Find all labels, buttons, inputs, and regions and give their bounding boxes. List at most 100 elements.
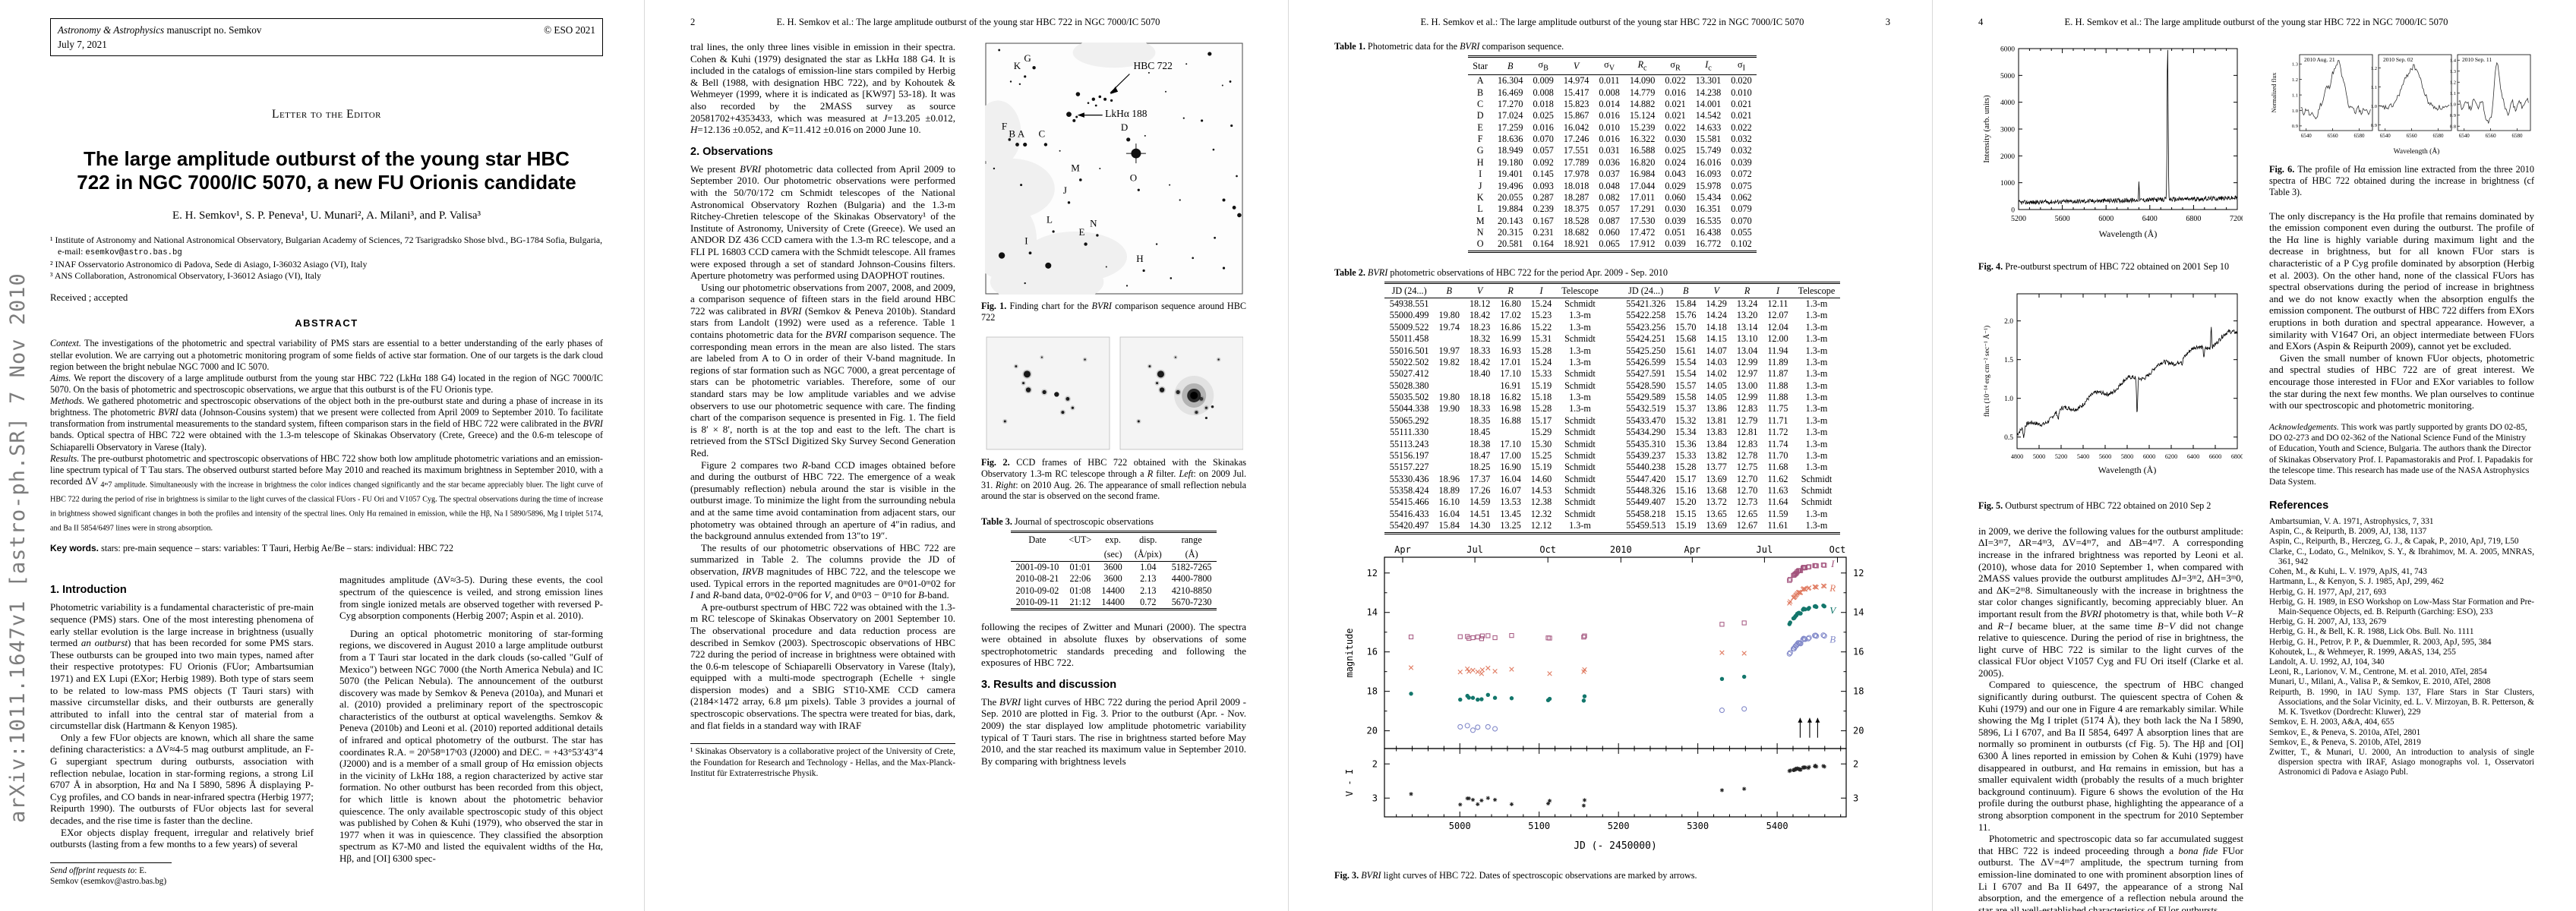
table-cell: 0.082 bbox=[1599, 191, 1620, 203]
table-cell: 16.351 bbox=[1695, 203, 1722, 215]
data-table-table2: JD (24...) B V R I Telescope JD (24...) B V R I Tel… bbox=[1384, 281, 1840, 534]
table-row: O 20.581 0.164 18.921 0.065 17.912 0.039 16.772… bbox=[1468, 238, 1757, 251]
table-cell: 55432.519 bbox=[1626, 403, 1666, 415]
table-cell: 0.018 bbox=[1533, 98, 1554, 109]
table-cell: 0.032 bbox=[1731, 145, 1752, 156]
axis-label: 6540 bbox=[2459, 133, 2470, 139]
table-cell: 0.021 bbox=[1731, 110, 1752, 121]
journal-line: Astronomy & Astrophysics manuscript no. … bbox=[58, 23, 261, 37]
column-header: (sec) bbox=[1103, 548, 1122, 560]
table-cell bbox=[1434, 333, 1464, 345]
table-cell: 15.84 bbox=[1675, 298, 1697, 309]
column-header: Date bbox=[1028, 534, 1046, 546]
table-row: 54938.551 18.12 16.80 15.24 Schmidt 55421.326… bbox=[1384, 298, 1840, 310]
axis-label: 18 bbox=[1367, 686, 1378, 696]
table-cell: 0.020 bbox=[1731, 75, 1752, 87]
table-cell: 55113.243 bbox=[1389, 438, 1429, 449]
table-cell: 1.3-m bbox=[1805, 345, 1828, 356]
table-cell: 0.030 bbox=[1665, 134, 1686, 144]
table-cell: 13.20 bbox=[1736, 310, 1758, 321]
letter-type: Letter to the Editor bbox=[271, 108, 382, 121]
table-cell: 0.060 bbox=[1599, 227, 1620, 238]
column-header: V bbox=[1476, 285, 1483, 296]
column-header: σR bbox=[1670, 58, 1681, 73]
table-cell: 15.239 bbox=[1629, 121, 1656, 133]
table-cell: 1.3-m bbox=[1805, 310, 1828, 321]
table-cell bbox=[1464, 380, 1495, 392]
table-header: JD (24...) B V R I Telescope JD (24...) B V R I Tel… bbox=[1384, 282, 1840, 298]
paper-title: The large amplitude outburst of the youn… bbox=[77, 147, 576, 194]
column-header bbox=[1064, 547, 1097, 562]
table-cell: Schmidt bbox=[1564, 368, 1596, 380]
axis-label: 5200 bbox=[2011, 215, 2026, 223]
figure-caption: Fig. 1. Finding chart for the BVRI compa… bbox=[981, 301, 1246, 323]
reference-item: Herbig, G. H. 1989, in ESO Workshop on L… bbox=[2269, 597, 2534, 616]
table-cell: 14.779 bbox=[1629, 87, 1656, 98]
caption-label: Fig. 4. bbox=[1978, 261, 2006, 272]
table-cell: 16.04 bbox=[1500, 473, 1521, 484]
table-cell: 15.28 bbox=[1675, 462, 1697, 473]
table-cell: 13.04 bbox=[1736, 345, 1758, 356]
caption-label: Fig. 3. bbox=[1334, 869, 1362, 881]
abstract: Context. The investigations of the photo… bbox=[50, 338, 603, 534]
axis-label: 12 bbox=[1367, 567, 1378, 578]
reference-item: Hartmann, L., & Kenyon, S. J. 1985, ApJ,… bbox=[2269, 577, 2444, 587]
table-cell: 19.80 bbox=[1438, 310, 1460, 321]
table-cell: 15.61 bbox=[1675, 345, 1697, 356]
table-cell: 14.15 bbox=[1706, 333, 1727, 345]
table-cell: 16.98 bbox=[1500, 403, 1521, 415]
table-cell: Schmidt bbox=[1564, 415, 1596, 426]
table-cell: 18.42 bbox=[1469, 310, 1491, 321]
axis-label: 6800 bbox=[2231, 453, 2243, 460]
paragraph: Compared to quiescence, the spectrum of … bbox=[1978, 679, 2243, 833]
table-cell: 55330.436 bbox=[1389, 473, 1429, 484]
table-cell: 12.70 bbox=[1736, 485, 1758, 496]
table-cell: 0.009 bbox=[1533, 75, 1554, 87]
table-cell: 14.882 bbox=[1629, 98, 1656, 109]
reference-item: Herbig, G. H. 1977, ApJ, 217, 693 bbox=[2269, 587, 2387, 597]
figure-caption: Fig. 2. CCD frames of HBC 722 obtained w… bbox=[981, 456, 1247, 502]
star-label-J: J bbox=[1062, 184, 1066, 196]
table-cell: 15.19 bbox=[1530, 462, 1552, 473]
axis-label: 6540 bbox=[2301, 133, 2312, 139]
legend-B: B bbox=[1829, 633, 1836, 645]
table-cell: 15.28 bbox=[1530, 345, 1552, 356]
column-header: Telescope bbox=[1798, 285, 1836, 296]
table-cell: 55156.197 bbox=[1389, 449, 1429, 461]
table-row: 55011.458 18.32 16.99 15.31 Schmidt 55424.251… bbox=[1384, 333, 1840, 345]
figure-6: Normalized flux Wavelength (Å) 2010 Aug. 2… bbox=[2269, 43, 2534, 162]
table-cell: 2.13 bbox=[1140, 585, 1157, 596]
table-cell: 12.81 bbox=[1736, 427, 1758, 438]
table-cell: 0.016 bbox=[1599, 134, 1620, 144]
table-cell: G bbox=[1476, 145, 1484, 156]
table-cell: 15.23 bbox=[1530, 310, 1552, 321]
table-row: 55022.502 19.82 18.42 17.01 15.24 1.3-m 55426.… bbox=[1384, 357, 1840, 368]
axis-label: 5300 bbox=[1687, 821, 1709, 831]
column-header: R bbox=[1744, 285, 1750, 296]
figure-5: 4800 5000 5200 5400 5600 5800 6000 6200 6400 6600… bbox=[1978, 288, 2243, 498]
reference-list: Ambartsumian, V. A. 1971, Astrophysics, … bbox=[2269, 517, 2534, 778]
table-cell: 0.145 bbox=[1533, 169, 1554, 180]
table-cell: 15.84 bbox=[1438, 520, 1460, 531]
month-label: Oct bbox=[1539, 544, 1556, 555]
manuscript-no: manuscript no. Semkov bbox=[164, 24, 262, 36]
table-cell: 1.3-m bbox=[1805, 356, 1828, 367]
axis-label: 0.9 bbox=[2292, 124, 2299, 129]
table-cell: 1.3-m bbox=[1805, 438, 1828, 449]
axis-label: 1.0 bbox=[2004, 396, 2013, 403]
caption-label: Fig. 6. bbox=[2269, 164, 2298, 175]
table-cell: 14.29 bbox=[1706, 298, 1727, 309]
table-cell: 55434.290 bbox=[1626, 427, 1666, 438]
table-cell: 55422.258 bbox=[1626, 310, 1666, 321]
table-cell: 13.84 bbox=[1706, 438, 1727, 449]
abstract-paragraph: Context. The investigations of the photo… bbox=[50, 338, 603, 372]
spacer bbox=[2269, 201, 2534, 210]
axis-label: 1000 bbox=[2000, 180, 2015, 188]
table-cell: 0.011 bbox=[1599, 75, 1620, 87]
table-cell: 17.37 bbox=[1469, 473, 1491, 484]
table-header: Date <UT> exp. disp. range (sec) (Å/pix) (Å) bbox=[1010, 532, 1217, 562]
table-cell: 18.42 bbox=[1469, 356, 1491, 367]
table-cell: 17.472 bbox=[1629, 227, 1656, 238]
table-cell: 0.102 bbox=[1731, 238, 1752, 250]
